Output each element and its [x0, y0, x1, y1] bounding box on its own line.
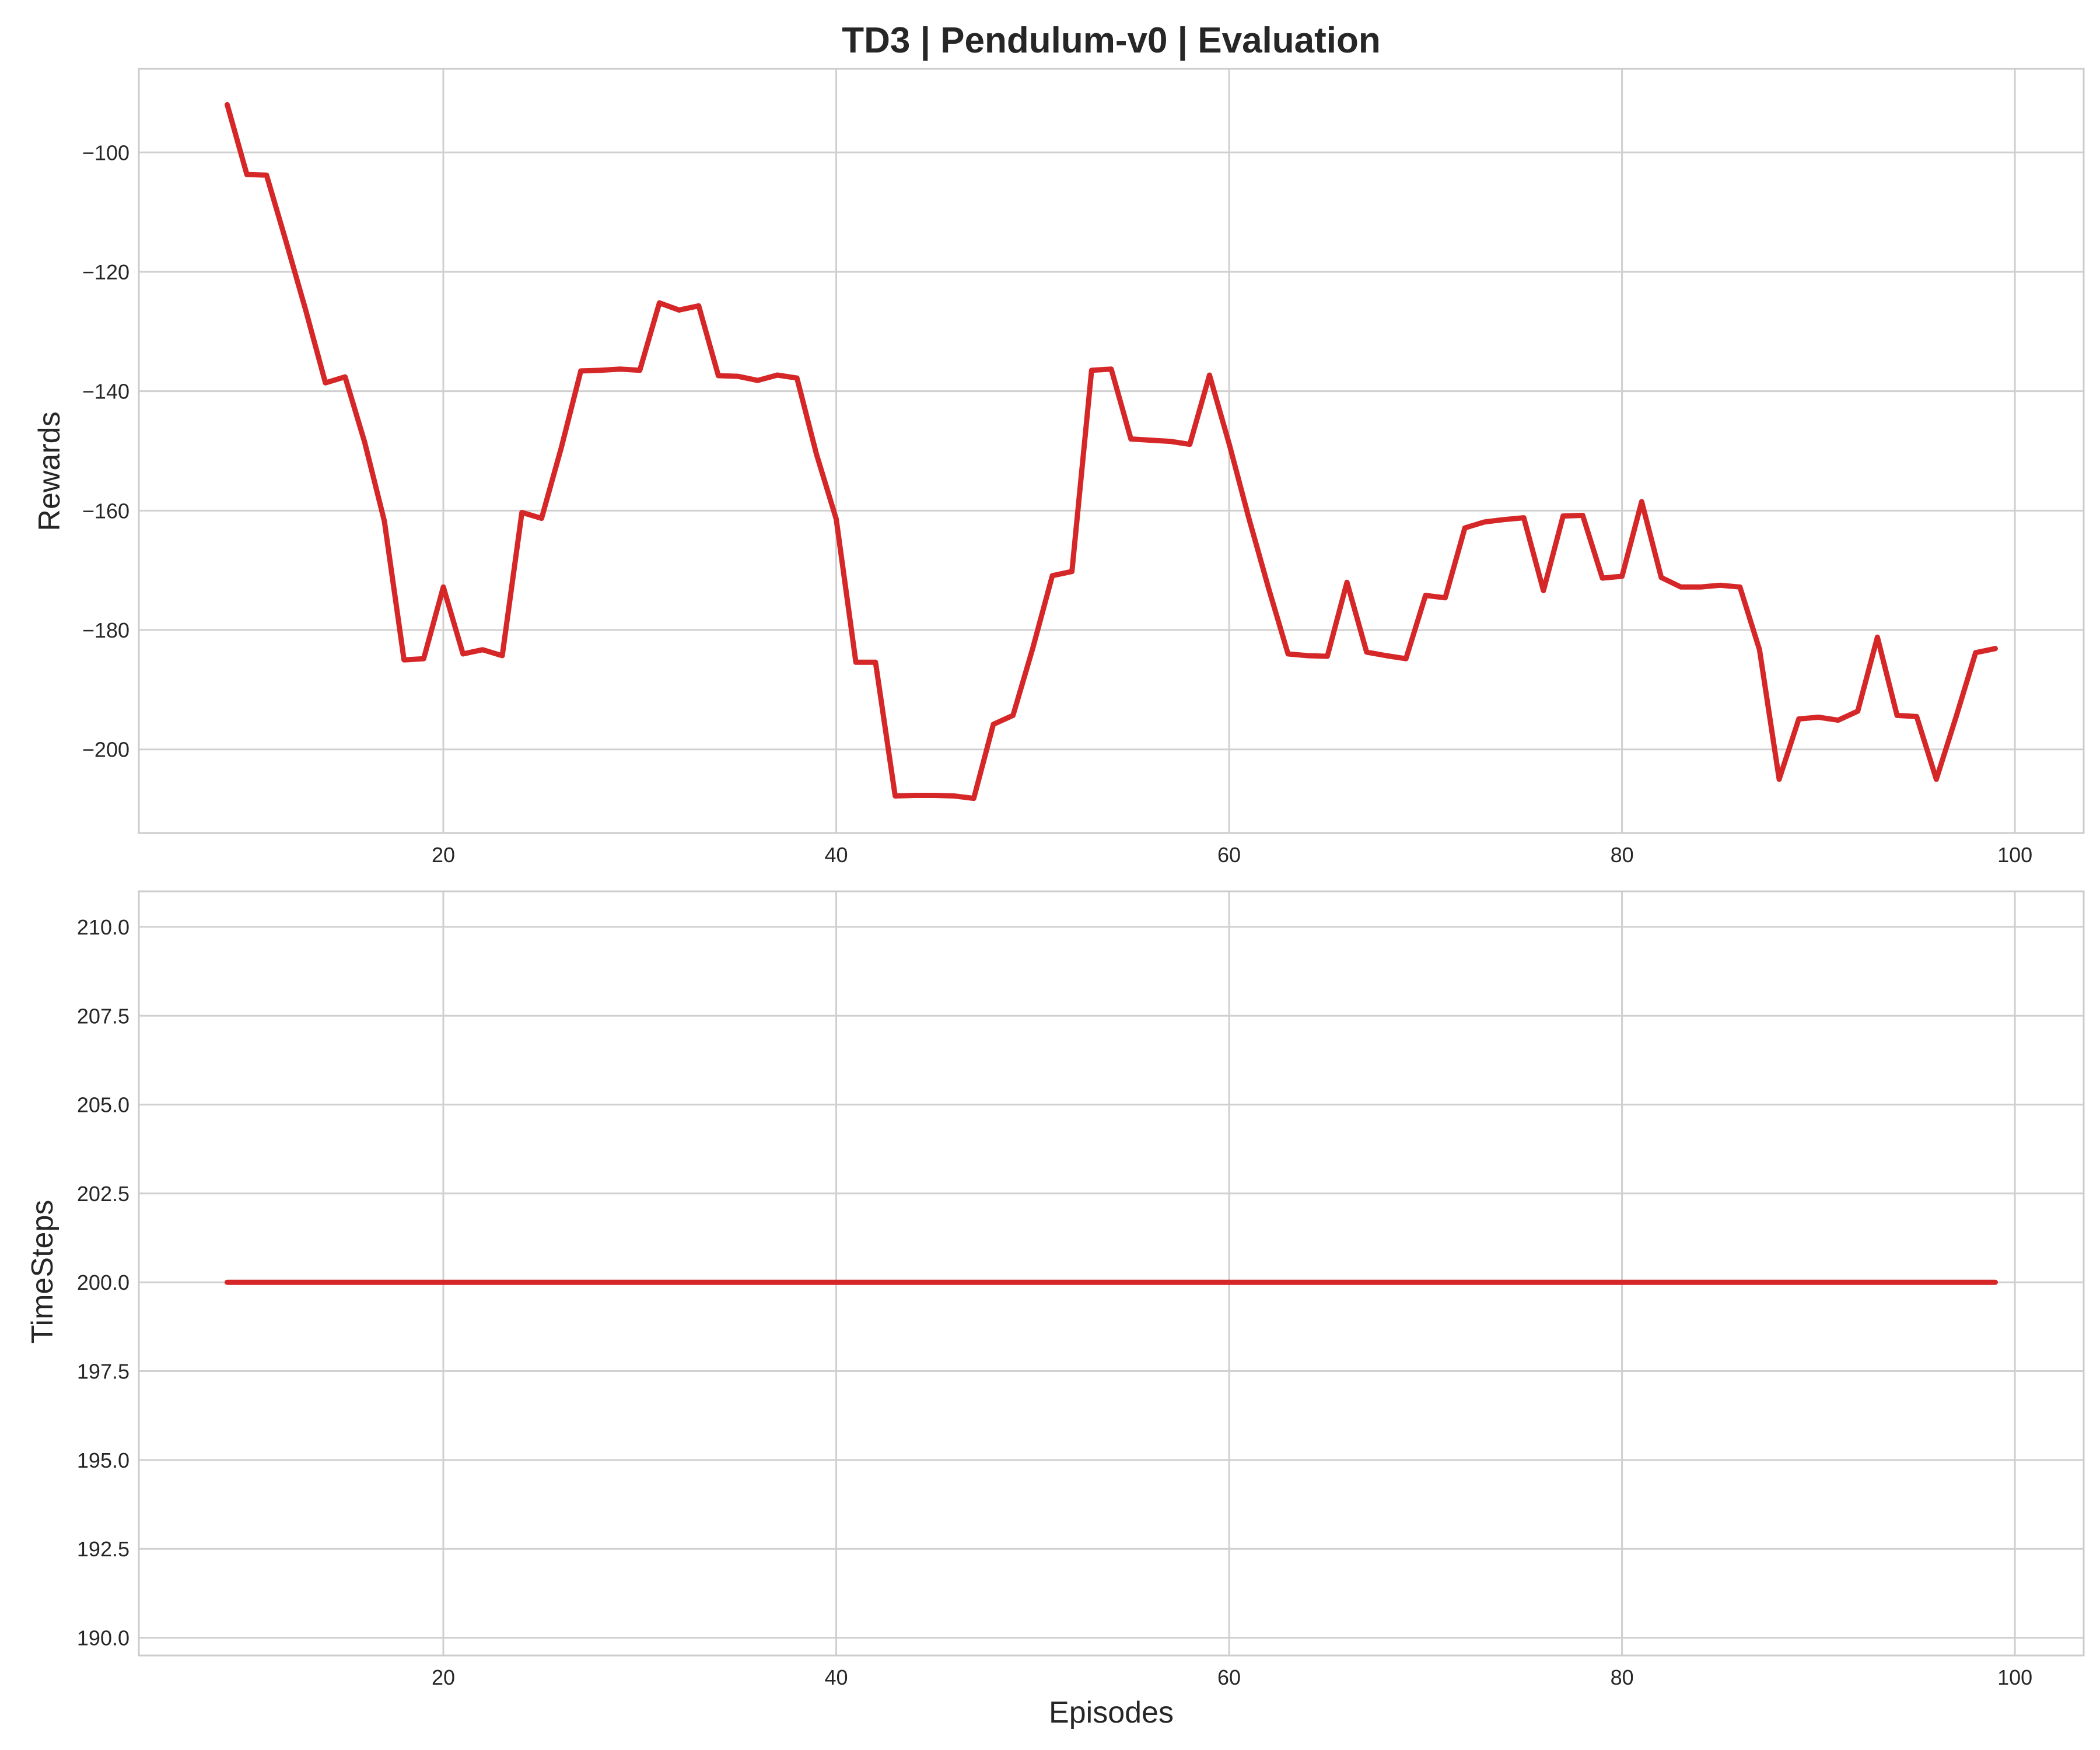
rewards-y-tick-label: −140: [82, 380, 130, 404]
rewards-x-tick-label: 20: [432, 843, 455, 867]
timesteps-y-tick-label: 200.0: [77, 1270, 130, 1294]
timesteps-y-tick-label: 210.0: [77, 915, 130, 939]
rewards-y-tick-label: −160: [82, 499, 130, 523]
rewards-x-tick-label: 60: [1217, 843, 1241, 867]
timesteps-y-tick-label: 190.0: [77, 1626, 130, 1650]
timesteps-y-tick-label: 202.5: [77, 1182, 130, 1206]
timesteps-y-tick-label: 197.5: [77, 1360, 130, 1384]
timesteps-y-tick-label: 205.0: [77, 1093, 130, 1117]
rewards-x-tick-label: 80: [1611, 843, 1634, 867]
rewards-y-tick-label: −200: [82, 738, 130, 762]
timesteps-y-tick-label: 207.5: [77, 1004, 130, 1028]
timesteps-y-tick-label: 195.0: [77, 1448, 130, 1472]
rewards-y-tick-label: −180: [82, 618, 130, 642]
rewards-panel: 20 40 60 80 100 −100 −120 −140 −160 −180 −200: [82, 68, 2085, 867]
timesteps-x-tick-label: 40: [825, 1665, 848, 1689]
timesteps-x-tick-label: 60: [1217, 1665, 1241, 1689]
rewards-y-tick-label: −120: [82, 260, 130, 284]
rewards-series-line: [225, 102, 1998, 802]
timesteps-axes-frame: [138, 890, 2085, 1657]
timesteps-x-tick-label: 100: [1997, 1665, 2032, 1689]
timesteps-x-tick-label: 20: [432, 1665, 455, 1689]
timesteps-panel: 20 40 60 80 100 190.0 192.5 195.0 197.5 200.0 202.…: [77, 890, 2085, 1689]
episodes-axis-label: Episodes: [1049, 1696, 1174, 1730]
rewards-y-tick-label: −100: [82, 141, 130, 164]
rewards-x-tick-label: 40: [825, 843, 848, 867]
rewards-axes-frame: [138, 68, 2085, 834]
timesteps-axis-label: TimeSteps: [26, 1200, 60, 1344]
timesteps-y-tick-label: 192.5: [77, 1537, 130, 1561]
rewards-axis-label: Rewards: [33, 411, 66, 531]
chart-title: TD3 | Pendulum-v0 | Evaluation: [842, 20, 1381, 61]
timesteps-x-tick-label: 80: [1611, 1665, 1634, 1689]
rewards-x-tick-label: 100: [1997, 843, 2032, 867]
